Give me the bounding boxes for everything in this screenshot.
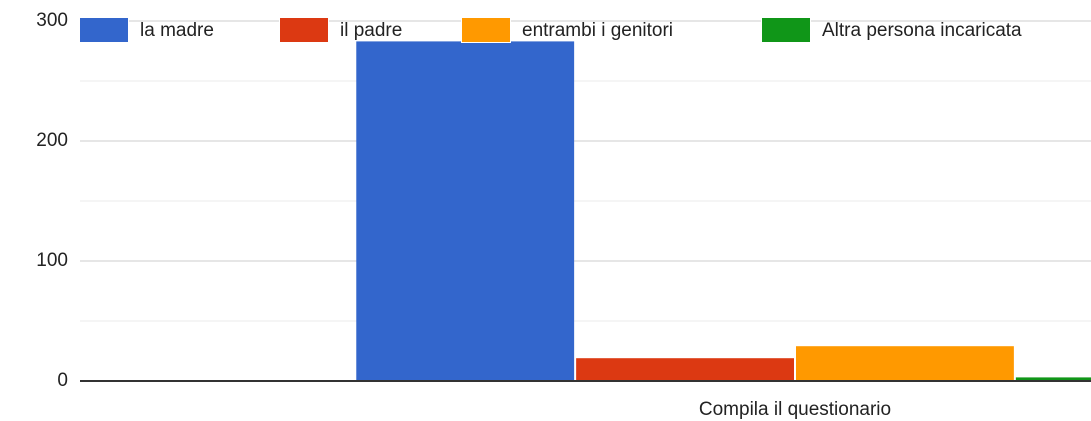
y-tick-label: 0 xyxy=(57,370,68,391)
legend-swatch xyxy=(462,18,510,42)
bar xyxy=(796,346,1014,381)
bar xyxy=(576,358,794,381)
y-tick-label: 200 xyxy=(36,130,68,151)
legend-swatch xyxy=(80,18,128,42)
legend-label: Altra persona incaricata xyxy=(822,20,1022,41)
bar xyxy=(1015,377,1091,381)
bar xyxy=(356,41,575,382)
legend-label: la madre xyxy=(140,20,214,41)
legend-label: entrambi i genitori xyxy=(522,20,673,41)
y-tick-label: 300 xyxy=(36,10,68,31)
y-tick-label: 100 xyxy=(36,250,68,271)
x-tick-label: Compila il questionario xyxy=(699,399,891,420)
legend-swatch xyxy=(280,18,328,42)
legend-swatch xyxy=(762,18,810,42)
legend-label: il padre xyxy=(340,20,402,41)
